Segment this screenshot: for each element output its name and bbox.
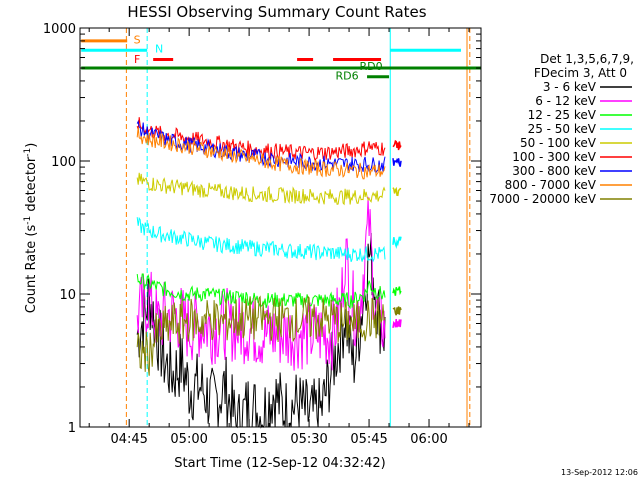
axis-ticks: 04:45 05:00 05:15 05:30 05:45 06:00 1 10 100 1000	[43, 22, 481, 447]
series-line-post-gap	[392, 286, 402, 296]
y-tick-label: 1000	[43, 22, 76, 37]
vertical-markers	[125, 28, 471, 427]
legend-header-2: FDecim 3, Att 0	[534, 66, 627, 80]
series-line	[136, 273, 386, 310]
flag-label-n: N	[155, 43, 163, 56]
flag-label-rd6: RD6	[336, 69, 359, 82]
x-tick-label: 05:30	[290, 432, 327, 447]
y-axis-label: Count Rate (s-1 detector-1)	[23, 143, 39, 314]
legend: Det 1,3,5,6,7,9, FDecim 3, Att 0 3 - 6 k…	[489, 52, 634, 206]
legend-entry-label: 25 - 50 keV	[528, 122, 597, 136]
x-tick-label: 06:00	[410, 432, 447, 447]
legend-entry-label: 50 - 100 keV	[520, 136, 597, 150]
y-tick-label: 10	[59, 288, 76, 303]
x-tick-label: 04:45	[110, 432, 147, 447]
x-tick-label: 05:00	[170, 432, 207, 447]
series-line-post-gap	[392, 306, 402, 316]
legend-entry-label: 3 - 6 keV	[543, 80, 597, 94]
flag-label-rd0: RD0	[359, 60, 382, 73]
legend-entry-label: 300 - 800 keV	[512, 164, 596, 178]
series-line-post-gap	[392, 157, 402, 167]
y-axis-label-part: )	[24, 143, 39, 148]
series-line-post-gap	[392, 139, 402, 151]
legend-entry-label: 100 - 300 keV	[512, 150, 596, 164]
series-line	[136, 216, 386, 263]
x-tick-label: 05:45	[350, 432, 387, 447]
legend-header-1: Det 1,3,5,6,7,9,	[540, 52, 634, 66]
series-line-post-gap	[392, 236, 402, 250]
legend-entry-label: 6 - 12 keV	[535, 94, 597, 108]
y-axis-label-part: Count Rate (s	[24, 225, 39, 314]
legend-entry-label: 7000 - 20000 keV	[489, 192, 596, 206]
chart-title: HESSI Observing Summary Count Rates	[127, 3, 426, 21]
series-line	[136, 172, 386, 206]
series-line	[136, 117, 386, 163]
flag-label-s: S	[134, 33, 141, 46]
x-tick-label: 05:15	[230, 432, 267, 447]
series-line	[136, 295, 386, 376]
generation-timestamp: 13-Sep-2012 12:06	[561, 468, 638, 477]
y-tick-label: 1	[68, 421, 76, 436]
y-axis-label-exponent: -1	[23, 216, 33, 225]
series-line-post-gap	[392, 186, 402, 197]
flag-label-f: F	[134, 53, 140, 66]
data-series	[136, 117, 402, 429]
y-axis-label-exponent: -1	[23, 148, 33, 157]
y-tick-label: 100	[51, 155, 76, 170]
series-line	[136, 127, 386, 180]
legend-entry-label: 12 - 25 keV	[528, 108, 597, 122]
series-line-post-gap	[392, 319, 402, 329]
x-axis-label: Start Time (12-Sep-12 04:32:42)	[174, 456, 385, 471]
y-axis-label-part: detector	[24, 156, 39, 216]
legend-entry-label: 800 - 7000 keV	[505, 178, 597, 192]
plot-frame	[79, 27, 482, 428]
